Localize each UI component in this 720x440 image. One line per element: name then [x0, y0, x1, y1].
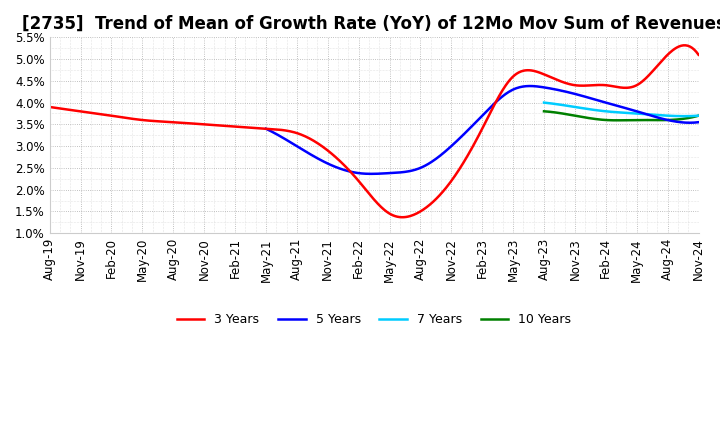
5 Years	[526, 84, 535, 89]
10 Years	[668, 117, 677, 122]
10 Years	[647, 117, 656, 123]
3 Years	[680, 43, 689, 48]
3 Years	[45, 104, 54, 110]
Line: 5 Years: 5 Years	[266, 86, 698, 174]
7 Years	[627, 110, 636, 116]
10 Years	[621, 117, 630, 123]
5 Years	[578, 93, 587, 99]
3 Years	[480, 122, 488, 128]
10 Years	[590, 116, 599, 121]
5 Years	[314, 156, 323, 161]
3 Years	[429, 199, 438, 205]
10 Years	[540, 109, 549, 114]
10 Years	[628, 117, 636, 123]
3 Years	[160, 119, 168, 125]
Legend: 3 Years, 5 Years, 7 Years, 10 Years: 3 Years, 5 Years, 7 Years, 10 Years	[172, 308, 576, 331]
Title: [2735]  Trend of Mean of Growth Rate (YoY) of 12Mo Mov Sum of Revenues: [2735] Trend of Mean of Growth Rate (YoY…	[22, 15, 720, 33]
3 Years	[339, 161, 348, 167]
10 Years	[694, 113, 703, 118]
3 Years	[398, 215, 407, 220]
7 Years	[590, 107, 599, 113]
10 Years	[601, 117, 610, 123]
5 Years	[434, 154, 443, 160]
7 Years	[601, 109, 610, 114]
10 Years	[612, 117, 621, 123]
Line: 7 Years: 7 Years	[544, 103, 698, 116]
3 Years	[212, 123, 221, 128]
7 Years	[667, 113, 676, 118]
5 Years	[404, 169, 413, 174]
7 Years	[680, 114, 688, 119]
5 Years	[261, 126, 270, 132]
Line: 3 Years: 3 Years	[50, 45, 698, 217]
7 Years	[694, 113, 703, 118]
3 Years	[535, 70, 544, 75]
3 Years	[694, 52, 703, 57]
5 Years	[366, 171, 375, 176]
Line: 10 Years: 10 Years	[544, 111, 698, 120]
5 Years	[694, 120, 703, 125]
7 Years	[621, 110, 629, 115]
5 Years	[536, 84, 544, 89]
7 Years	[647, 112, 655, 117]
5 Years	[576, 93, 585, 98]
7 Years	[540, 100, 549, 105]
